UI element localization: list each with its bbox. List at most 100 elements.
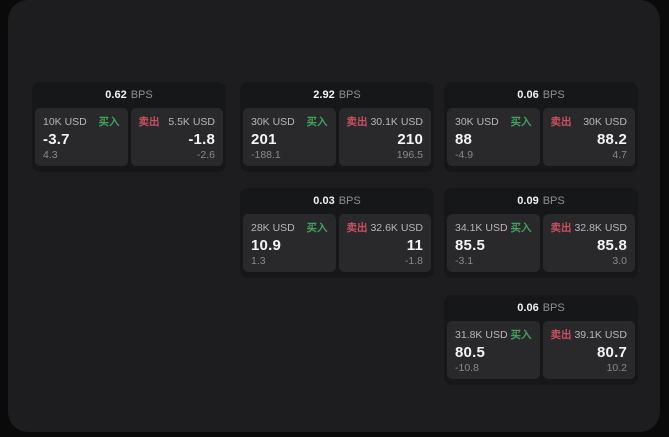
bps-value: 0.03 [313,195,335,207]
buy-delta: -10.8 [455,362,479,374]
sell-quote-tile[interactable]: 卖出 5.5K USD -1.8 -2.6 [130,108,223,166]
quote-tiles: 28K USD 买入 10.9 1.3 卖出 32.6K USD 11 -1.8 [243,214,431,272]
sell-amount: 32.8K USD [574,221,627,234]
buy-delta: 4.3 [43,149,58,161]
bps-header: 0.03 BPS [240,188,434,214]
buy-quote-tile[interactable]: 28K USD 买入 10.9 1.3 [243,214,336,272]
buy-tile-header: 10K USD 买入 [43,114,120,129]
quote-tiles: 30K USD 买入 88 -4.9 卖出 30K USD 88.2 4.7 [447,108,635,166]
buy-tile-header: 31.8K USD 买入 [455,327,532,342]
buy-label: 买入 [510,329,532,341]
sell-delta: -2.6 [196,149,215,161]
sell-quote-tile[interactable]: 卖出 30.1K USD 210 196.5 [338,108,431,166]
bps-unit-label: BPS [542,195,565,207]
buy-delta: -188.1 [251,149,281,161]
bps-header: 0.06 BPS [444,82,638,108]
sell-quote-tile[interactable]: 卖出 30K USD 88.2 4.7 [542,108,635,166]
buy-label: 买入 [98,116,120,128]
quote-tiles: 10K USD 买入 -3.7 4.3 卖出 5.5K USD -1.8 -2.… [35,108,223,166]
buy-label: 买入 [510,222,532,234]
quote-card: 0.09 BPS 34.1K USD 买入 85.5 -3.1 卖出 32.8K… [444,188,638,278]
buy-quote-tile[interactable]: 30K USD 买入 201 -188.1 [243,108,336,166]
sell-tile-header: 卖出 32.8K USD [551,220,628,235]
bps-value: 2.92 [313,89,335,101]
sell-tile-header: 卖出 30.1K USD [347,114,424,129]
buy-tile-header: 28K USD 买入 [251,220,328,235]
sell-tile-header: 卖出 32.6K USD [347,220,424,235]
buy-delta: -3.1 [455,255,474,267]
sell-quote-tile[interactable]: 卖出 32.8K USD 85.8 3.0 [542,214,635,272]
buy-tile-header: 30K USD 买入 [251,114,328,129]
bps-value: 0.06 [517,89,539,101]
sell-price: 88.2 [597,130,627,148]
sell-tile-header: 卖出 39.1K USD [551,327,628,342]
bps-header: 0.62 BPS [32,82,226,108]
buy-quote-tile[interactable]: 30K USD 买入 88 -4.9 [447,108,540,166]
buy-price: 88 [455,130,473,148]
bps-value: 0.06 [517,302,539,314]
sell-label: 卖出 [550,222,572,234]
buy-label: 买入 [306,222,328,234]
sell-quote-tile[interactable]: 卖出 32.6K USD 11 -1.8 [338,214,431,272]
sell-delta: 3.0 [612,255,627,267]
sell-label: 卖出 [346,116,368,128]
buy-amount: 34.1K USD [455,221,508,234]
quotes-panel: 0.62 BPS 10K USD 买入 -3.7 4.3 卖出 5.5K USD… [8,0,660,432]
sell-price: 11 [406,236,423,254]
buy-quote-tile[interactable]: 34.1K USD 买入 85.5 -3.1 [447,214,540,272]
buy-quote-tile[interactable]: 10K USD 买入 -3.7 4.3 [35,108,128,166]
quote-card: 2.92 BPS 30K USD 买入 201 -188.1 卖出 30.1K … [240,82,434,172]
buy-quote-tile[interactable]: 31.8K USD 买入 80.5 -10.8 [447,321,540,379]
quote-tiles: 31.8K USD 买入 80.5 -10.8 卖出 39.1K USD 80.… [447,321,635,379]
buy-label: 买入 [510,116,532,128]
sell-label: 卖出 [346,222,368,234]
bps-unit-label: BPS [338,195,361,207]
sell-label: 卖出 [138,116,160,128]
buy-amount: 31.8K USD [455,328,508,341]
sell-delta: -1.8 [404,255,423,267]
quote-tiles: 34.1K USD 买入 85.5 -3.1 卖出 32.8K USD 85.8… [447,214,635,272]
bps-unit-label: BPS [542,302,565,314]
buy-label: 买入 [306,116,328,128]
buy-price: 10.9 [251,236,281,254]
buy-amount: 30K USD [251,115,295,128]
sell-quote-tile[interactable]: 卖出 39.1K USD 80.7 10.2 [542,321,635,379]
quote-card: 0.06 BPS 31.8K USD 买入 80.5 -10.8 卖出 39.1… [444,295,638,385]
quote-card: 0.03 BPS 28K USD 买入 10.9 1.3 卖出 32.6K US… [240,188,434,278]
buy-amount: 30K USD [455,115,499,128]
sell-price: 210 [397,130,423,148]
sell-price: -1.8 [188,130,215,148]
bps-value: 0.62 [105,89,127,101]
buy-price: -3.7 [43,130,70,148]
bps-header: 2.92 BPS [240,82,434,108]
sell-delta: 10.2 [606,362,627,374]
bps-unit-label: BPS [130,89,153,101]
bps-header: 0.09 BPS [444,188,638,214]
sell-delta: 196.5 [396,149,423,161]
sell-amount: 30K USD [583,115,627,128]
bps-unit-label: BPS [542,89,565,101]
bps-value: 0.09 [517,195,539,207]
sell-tile-header: 卖出 5.5K USD [139,114,216,129]
sell-amount: 39.1K USD [574,328,627,341]
buy-price: 80.5 [455,343,485,361]
buy-price: 85.5 [455,236,485,254]
buy-delta: 1.3 [251,255,266,267]
bps-header: 0.06 BPS [444,295,638,321]
sell-price: 80.7 [597,343,627,361]
buy-amount: 10K USD [43,115,87,128]
sell-amount: 30.1K USD [370,115,423,128]
quote-card: 0.06 BPS 30K USD 买入 88 -4.9 卖出 30K USD 8… [444,82,638,172]
bps-unit-label: BPS [338,89,361,101]
buy-delta: -4.9 [455,149,474,161]
sell-delta: 4.7 [612,149,627,161]
sell-label: 卖出 [550,329,572,341]
quote-card: 0.62 BPS 10K USD 买入 -3.7 4.3 卖出 5.5K USD… [32,82,226,172]
buy-tile-header: 30K USD 买入 [455,114,532,129]
sell-amount: 5.5K USD [168,115,215,128]
sell-tile-header: 卖出 30K USD [551,114,628,129]
buy-amount: 28K USD [251,221,295,234]
buy-tile-header: 34.1K USD 买入 [455,220,532,235]
buy-price: 201 [251,130,277,148]
sell-price: 85.8 [597,236,627,254]
